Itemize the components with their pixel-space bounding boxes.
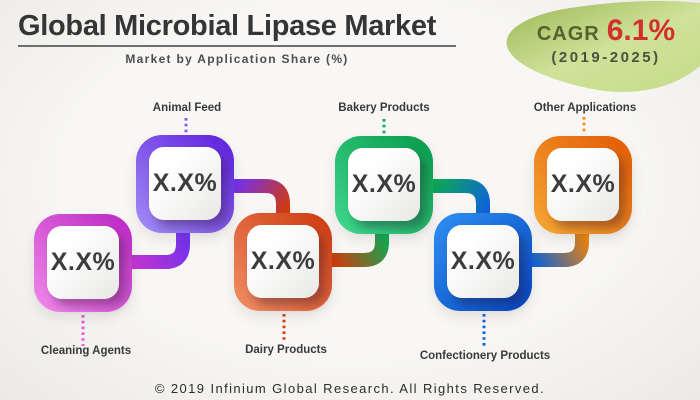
tile-card: X.X% (247, 225, 319, 298)
connector-dairy-to-bakery (330, 224, 389, 267)
tile-card: X.X% (547, 148, 619, 221)
tile-label-other-applications: Other Applications (533, 102, 637, 114)
connector-cleaning-to-animal (118, 226, 190, 269)
tile-card: X.X% (348, 148, 420, 221)
tile-value: X.X% (50, 248, 116, 276)
page-subtitle: Market by Application Share (%) (125, 52, 349, 66)
title-underline (18, 45, 456, 47)
tile-value: X.X% (550, 170, 616, 198)
copyright-text: © 2019 Infinium Global Research. All Rig… (154, 381, 546, 396)
cagr-label: CAGR (536, 23, 600, 45)
tile-value: X.X% (152, 169, 218, 197)
cagr-value: 6.1% (606, 14, 676, 47)
tile-bakery-products: X.X% (335, 136, 433, 234)
tile-value: X.X% (351, 170, 417, 198)
tile-dairy-products: X.X% (234, 213, 332, 311)
cagr-badge: CAGR 6.1% (2019-2025) (500, 14, 698, 66)
connector-confectionery-to-other (530, 224, 589, 267)
cagr-period: (2019-2025) (551, 49, 661, 66)
tile-card: X.X% (447, 225, 519, 298)
tile-label-dairy-products: Dairy Products (245, 344, 327, 356)
tile-label-confectionery-products: Confectionery Products (419, 350, 551, 362)
page-title: Global Microbial Lipase Market (18, 10, 437, 42)
tile-label-animal-feed: Animal Feed (152, 102, 222, 114)
connector-animal-to-dairy (232, 179, 290, 222)
tile-value: X.X% (450, 247, 516, 275)
connector-bakery-to-confectionery (430, 179, 490, 222)
tile-value: X.X% (250, 247, 316, 275)
tile-cleaning-agents: X.X% (34, 214, 132, 312)
tile-label-cleaning-agents: Cleaning Agents (40, 345, 132, 357)
cagr-blob-shape (506, 0, 700, 92)
tile-other-applications: X.X% (534, 136, 632, 234)
tile-card: X.X% (47, 226, 119, 299)
tile-confectionery-products: X.X% (434, 213, 532, 311)
tile-animal-feed: X.X% (136, 135, 234, 233)
tile-card: X.X% (149, 147, 221, 220)
tile-label-bakery-products: Bakery Products (338, 102, 430, 114)
